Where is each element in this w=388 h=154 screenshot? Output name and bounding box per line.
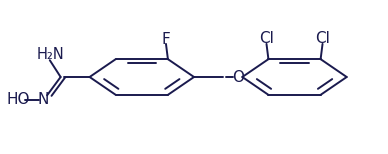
Text: H₂N: H₂N — [37, 47, 64, 62]
Text: HO: HO — [6, 92, 30, 107]
Text: O: O — [232, 69, 244, 85]
Text: F: F — [161, 32, 170, 47]
Text: Cl: Cl — [259, 31, 274, 46]
Text: N: N — [38, 92, 49, 107]
Text: Cl: Cl — [315, 31, 330, 46]
